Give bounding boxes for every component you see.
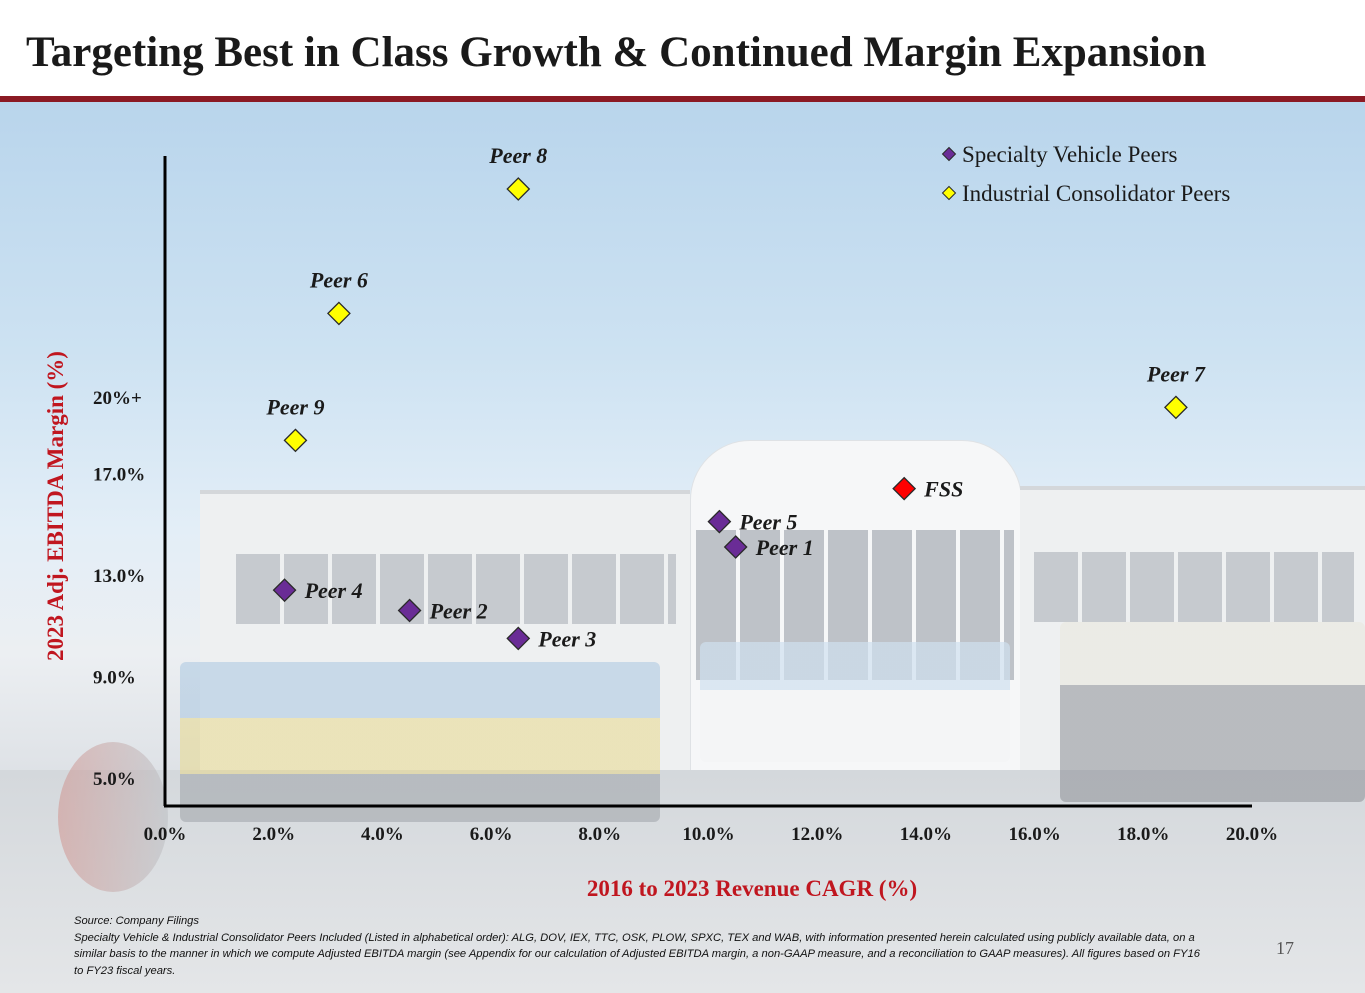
x-tick-label: 20.0% (1226, 824, 1278, 845)
legend-marker (941, 146, 957, 162)
x-tick-label: 2.0% (252, 824, 295, 845)
y-tick-label: 17.0% (93, 464, 145, 485)
y-axis-title: 2023 Adj. EBITDA Margin (%) (43, 351, 68, 661)
axes (163, 156, 1252, 808)
page-title: Targeting Best in Class Growth & Continu… (26, 29, 1207, 76)
data-point-marker (506, 626, 531, 651)
y-tick-label: 20%+ (93, 388, 142, 409)
data-point-marker (272, 578, 297, 603)
yellow-truck (180, 662, 660, 822)
x-tick-label: 12.0% (791, 824, 843, 845)
title-rule (0, 96, 1365, 102)
legend-marker (941, 185, 957, 201)
x-tick-label: 18.0% (1117, 824, 1169, 845)
data-point-label: Peer 3 (537, 626, 596, 651)
data-point-marker (707, 509, 732, 534)
building-windows-right (1034, 552, 1354, 622)
data-point-label: Peer 5 (738, 510, 797, 535)
y-tick-label: 9.0% (93, 668, 136, 689)
data-point-label: Peer 9 (265, 394, 324, 419)
black-truck (1060, 622, 1365, 802)
x-tick-label: 10.0% (682, 824, 734, 845)
legend-label: Industrial Consolidator Peers (962, 181, 1230, 206)
y-tick-label: 13.0% (93, 566, 145, 587)
data-point-marker (506, 177, 531, 201)
data-point-label: Peer 7 (1146, 361, 1206, 386)
x-tick-labels: 0.0% 2.0% 4.0% 6.0% 8.0% 10.0% 12.0% 14.0% 16.0%… (144, 824, 1279, 845)
x-axis-title: 2016 to 2023 Revenue CAGR (%) (587, 876, 917, 901)
white-truck (700, 642, 1010, 762)
data-point-marker (397, 598, 422, 623)
building-windows-left (236, 554, 676, 624)
data-point-label: Peer 2 (429, 598, 488, 623)
hose-reel (58, 742, 168, 892)
y-tick-labels: 5.0% 9.0% 13.0% 17.0% 20%+ (93, 388, 145, 790)
footnote-note: Specialty Vehicle & Industrial Consolida… (74, 931, 1200, 977)
x-tick-label: 4.0% (361, 824, 404, 845)
x-tick-label: 0.0% (144, 824, 187, 845)
data-point-label: Peer 1 (755, 535, 814, 560)
footnote: Source: Company Filings Specialty Vehicl… (74, 913, 1204, 979)
data-point-label: FSS (923, 477, 963, 502)
footnote-source: Source: Company Filings (74, 915, 199, 927)
x-tick-label: 14.0% (900, 824, 952, 845)
scatter-chart: 5.0% 9.0% 13.0% 17.0% 20%+ 0.0% 2.0% 4.0% 6.0% 8… (43, 142, 1279, 901)
x-tick-label: 6.0% (470, 824, 513, 845)
legend-label: Specialty Vehicle Peers (962, 142, 1178, 167)
data-point-marker (892, 476, 917, 501)
header: Targeting Best in Class Growth & Continu… (0, 0, 1365, 96)
x-tick-label: 8.0% (578, 824, 621, 845)
data-point-marker (723, 535, 748, 559)
data-point-marker (283, 428, 308, 453)
page-number: 17 (1276, 938, 1294, 958)
data-point-label: Peer 6 (309, 267, 368, 292)
data-point-marker (327, 301, 351, 326)
data-point-marker (1163, 395, 1188, 420)
x-tick-label: 16.0% (1008, 824, 1060, 845)
y-tick-label: 5.0% (93, 769, 136, 790)
legend: Specialty Vehicle Peers Industrial Consol… (941, 142, 1230, 206)
photo-background: 5.0% 9.0% 13.0% 17.0% 20%+ 0.0% 2.0% 4.0% 6.0% 8… (0, 102, 1365, 993)
data-point-label: Peer 8 (488, 143, 547, 168)
data-point-label: Peer 4 (304, 578, 363, 603)
